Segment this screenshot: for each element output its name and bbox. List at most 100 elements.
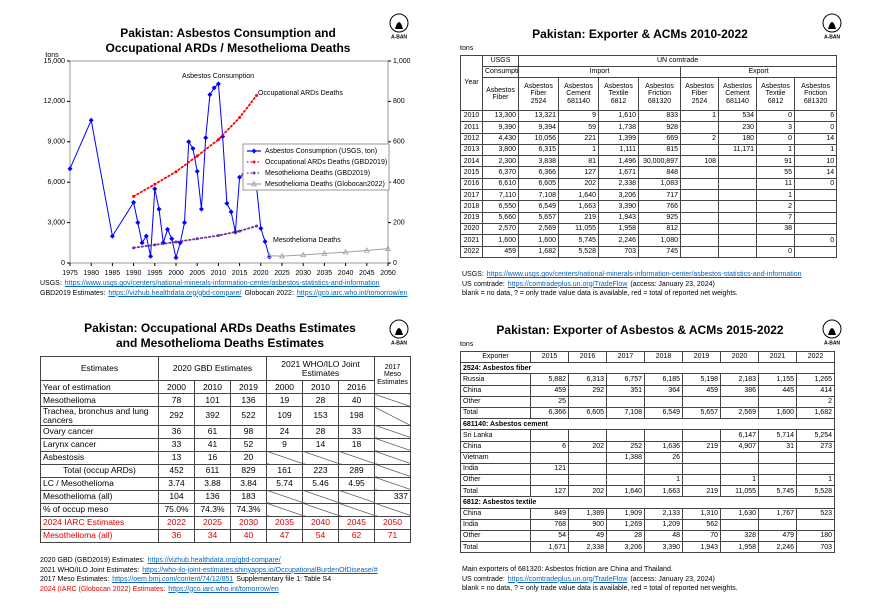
cell-text: 2045 [347,517,366,528]
cell-text: 14 [826,168,835,176]
table-cell: 3.84 [230,476,267,491]
cell-text: 1,640 [624,487,642,495]
table-cell: 1,682 [518,245,559,258]
table-cell: 2010 [460,109,483,123]
table-cell: 5,657 [682,406,721,420]
cell-text: 5,528 [578,248,596,256]
table-cell: 562 [682,518,721,532]
cell-text: 273 [820,442,832,450]
legend-label: Occupational ARDs Deaths (GBD2019) [265,159,387,166]
table-row: Other 25 2 [460,395,835,408]
table-cell: 7 [756,211,795,224]
cell-text: Trachea, bronchus and lung cancers [43,406,149,425]
cell-text: 7,110 [499,191,516,199]
cell-text: 2020 [463,225,480,233]
table-cell: 3,206 [606,541,645,554]
table-cell: 219 [682,440,721,453]
table-cell: 5,745 [558,234,599,247]
marker [174,240,178,244]
table-cell: India [460,518,531,532]
cell-text: 127 [584,168,596,176]
cell-text: Estimates [80,363,119,374]
table-cell: 25 [530,395,569,408]
table-cell [266,450,303,465]
cell-text: 3.84 [240,478,257,489]
cell-text: 2035 [275,517,294,528]
table-cell: 1,083 [638,177,681,191]
cell-text: 928 [666,123,678,131]
table-row: 2013 3,800 6,315 1 1,111 815 11,171 1 1 [460,143,838,157]
header-cell: 2020 [720,350,759,364]
table-cell: 1,496 [598,155,639,168]
table-cell: 392 [194,406,231,426]
table-cell: 1,636 [644,440,683,453]
chart-title: Occupational ARDs / Mesothelioma Deaths [106,41,351,55]
cell-text: 9,390 [498,123,516,131]
table-cell: 2025 [194,515,231,530]
table-cell: 2,338 [568,541,607,554]
note-text: (access: January 23, 2024) [630,280,715,288]
cell-text: 2015 [541,353,558,361]
header-cell: 2017 [606,350,645,364]
table-cell: 6,147 [720,429,759,442]
table-cell: 5,882 [530,373,569,386]
table-cell: 1,909 [606,507,645,520]
table-row: 2018 6,550 6,549 1,663 3,390 766 2 [460,200,838,213]
y-tick-label: 3,000 [47,219,65,226]
table-cell [793,189,838,202]
cell-text: 0 [788,248,792,256]
table-cell: 153 [302,406,339,426]
cell-text: 766 [666,202,678,210]
cell-text: Total [463,487,478,495]
cell-text: 2017 [617,353,634,361]
cell-text: 1,671 [618,168,636,176]
cell-text: 445 [782,386,794,394]
table-cell: 1,399 [598,132,639,145]
y-tick-label: 800 [393,98,405,105]
table-cell: 2021 [460,234,483,247]
cell-text: 848 [666,168,678,176]
table-cell: 5,660 [482,211,519,224]
cell-text: 10 [826,157,835,165]
table-cell: 6,550 [482,200,519,213]
note-link: https://who-ilo-joint-estimates.shinyapp… [142,566,378,574]
cell-text: 681140 [726,97,749,105]
cell-text: 328 [744,532,756,540]
cell-text: 16 [207,452,218,463]
table-cell: 2524: Asbestos fiber [460,362,835,375]
table-cell [682,429,721,442]
table-cell: 38 [756,222,795,236]
table-cell [644,395,683,408]
table-cell: Other [460,529,531,543]
table-cell: 848 [638,166,681,179]
cell-text: 223 [313,465,328,476]
table-cell: 1,111 [598,143,639,157]
legend-label: Mesothelioma Deaths (Globocan2022) [265,181,385,188]
table-cell: 202 [558,177,599,191]
cell-text: 6,757 [624,375,642,383]
y-tick-label: 1,000 [393,58,411,65]
table-row: 2022 459 1,682 5,528 703 745 0 [460,245,838,258]
table-cell [337,450,376,465]
table-cell [720,462,759,476]
table-cell: 292 [158,406,195,426]
table-cell: 2,570 [482,222,519,236]
table-cell [374,476,412,491]
table-cell: 11,055 [720,485,759,498]
table-cell: India [460,462,531,476]
table-cell: 36 [158,528,195,543]
table-cell: 33 [158,437,195,452]
table-cell: 180 [796,529,835,543]
table-cell [718,166,757,179]
notes: 2020 GBD (GBD2019) Estimates: https://viz… [40,556,381,594]
cell-text: 2011 [463,123,480,131]
table-cell [374,450,412,465]
table-cell: 75.0% [158,502,195,517]
table-cell: 1,630 [720,507,759,520]
marker [181,220,187,226]
table-cell: 1,155 [758,373,797,386]
table-cell: Ovary cancer [40,424,159,439]
table-cell: 161 [266,463,303,478]
legend-label: Asbestos Consumption (USGS, ton) [265,148,377,155]
cell-text: 3.74 [168,478,185,489]
